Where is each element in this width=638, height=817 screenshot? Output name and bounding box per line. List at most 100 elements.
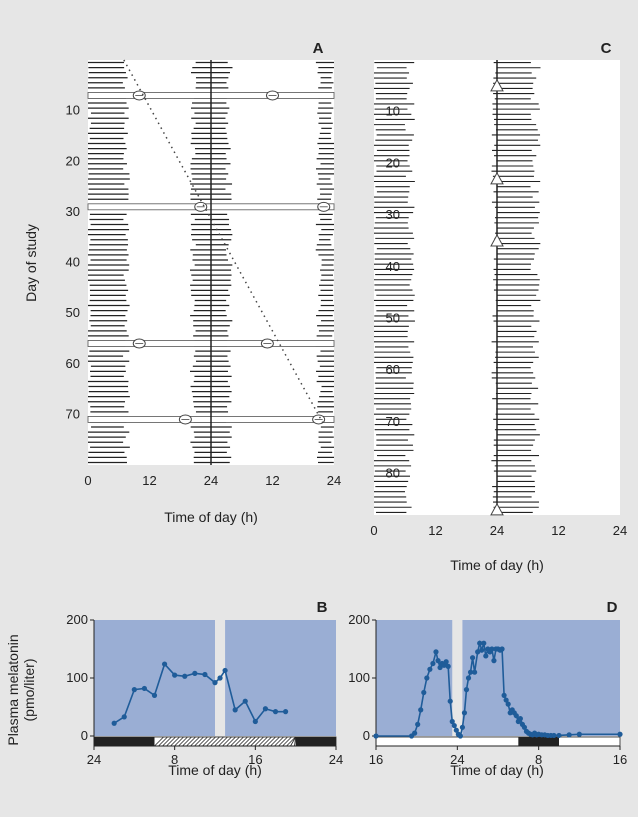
hatch-line <box>194 736 204 747</box>
y-tick-label: 0 <box>363 728 370 743</box>
hatch-line <box>254 736 264 747</box>
hatch-line <box>294 736 297 747</box>
panel-d-x-title: Time of day (h) <box>450 762 544 778</box>
dark-period-shade <box>94 620 215 736</box>
panel-b-x-title: Time of day (h) <box>168 762 262 778</box>
data-point <box>463 687 470 693</box>
data-point <box>481 640 487 646</box>
y-tick-label: 40 <box>386 259 400 274</box>
data-point <box>477 640 483 646</box>
panel-a-letter: A <box>313 40 324 57</box>
data-point <box>232 707 238 713</box>
data-point <box>272 709 279 715</box>
hatch-line <box>282 736 292 747</box>
data-point <box>262 706 269 712</box>
data-point <box>182 673 188 679</box>
data-point <box>483 653 489 659</box>
x-tick-label: 16 <box>369 752 383 767</box>
x-tick-label: 16 <box>248 752 262 767</box>
y-tick-label: 70 <box>66 406 80 421</box>
data-point <box>475 649 481 655</box>
data-point <box>465 675 472 681</box>
panel-b-letter: B <box>317 599 328 616</box>
triangle-marker <box>490 502 504 516</box>
hatch-line <box>206 736 216 747</box>
x-tick-label: 24 <box>204 473 218 488</box>
x-tick-label: 24 <box>613 523 627 538</box>
y-tick-label: 60 <box>66 356 80 371</box>
data-point <box>489 646 495 652</box>
data-point <box>282 709 289 715</box>
panel-a-y-axis: 10 20 30 40 50 60 70 <box>66 103 80 422</box>
hatch-line <box>262 736 272 747</box>
data-point <box>556 732 562 739</box>
x-tick-label: 12 <box>551 523 565 538</box>
hatch-line <box>250 736 260 747</box>
hatch-line <box>278 736 288 747</box>
hatch-line <box>234 736 244 747</box>
hatch-line <box>258 736 268 747</box>
data-point <box>141 685 148 692</box>
x-tick-label: 12 <box>428 523 442 538</box>
data-point <box>222 667 228 674</box>
panel-c: C 10 20 30 40 50 60 70 80 0 12 24 12 24 Time of day… <box>370 40 627 573</box>
data-point <box>472 669 478 675</box>
data-point <box>467 669 474 675</box>
x-tick-label: 0 <box>84 473 91 488</box>
data-point <box>252 718 258 725</box>
data-point <box>461 710 468 716</box>
data-point <box>449 718 455 725</box>
data-point <box>499 646 505 652</box>
data-point <box>430 660 436 667</box>
y-tick-label: 40 <box>66 255 80 270</box>
data-point <box>459 724 466 730</box>
data-point <box>161 661 168 667</box>
hatch-line <box>158 736 168 747</box>
data-point <box>517 716 523 722</box>
y-tick-label: 50 <box>386 311 400 326</box>
dark-period-shade <box>225 620 336 736</box>
data-point <box>453 727 459 733</box>
hatch-line <box>198 736 208 747</box>
dark-period-shade <box>376 620 453 736</box>
hatch-line <box>162 736 172 747</box>
data-point <box>424 675 430 681</box>
hatch-line <box>246 736 256 747</box>
y-tick-label: 200 <box>348 612 370 627</box>
x-tick-label: 24 <box>87 752 101 767</box>
panel-c-markers <box>490 78 504 516</box>
panel-d-letter: D <box>607 599 618 616</box>
data-point <box>427 666 433 672</box>
data-point <box>418 707 424 713</box>
hatch-line <box>202 736 212 747</box>
data-point <box>505 701 511 707</box>
data-point <box>479 647 485 653</box>
y-tick-label: 10 <box>66 103 80 118</box>
x-tick-label: 8 <box>535 752 542 767</box>
data-point <box>242 698 248 704</box>
data-point <box>192 670 198 676</box>
hatch-line <box>182 736 192 747</box>
data-point <box>576 731 582 737</box>
data-point <box>513 713 519 719</box>
x-tick-label: 0 <box>370 523 377 538</box>
hatch-line <box>230 736 240 747</box>
hatch-line <box>170 736 180 747</box>
hatch-line <box>242 736 252 747</box>
x-tick-label: 24 <box>450 752 464 767</box>
panel-b-y-title-line2: (pmo/liter) <box>21 658 37 721</box>
hatch-line <box>222 736 232 747</box>
y-tick-label: 60 <box>386 362 400 377</box>
hatch-line <box>214 736 224 747</box>
data-point <box>433 649 439 655</box>
dark-period-shade <box>462 620 620 736</box>
hatch-line <box>190 736 200 747</box>
y-tick-label: 20 <box>66 153 80 168</box>
x-tick-label: 12 <box>265 473 279 488</box>
panel-b-plot: 0 100 200 24 8 16 24 <box>66 612 343 767</box>
x-tick-label: 8 <box>171 752 178 767</box>
hatch-line <box>210 736 220 747</box>
data-point <box>172 672 178 678</box>
data-point <box>151 692 158 699</box>
